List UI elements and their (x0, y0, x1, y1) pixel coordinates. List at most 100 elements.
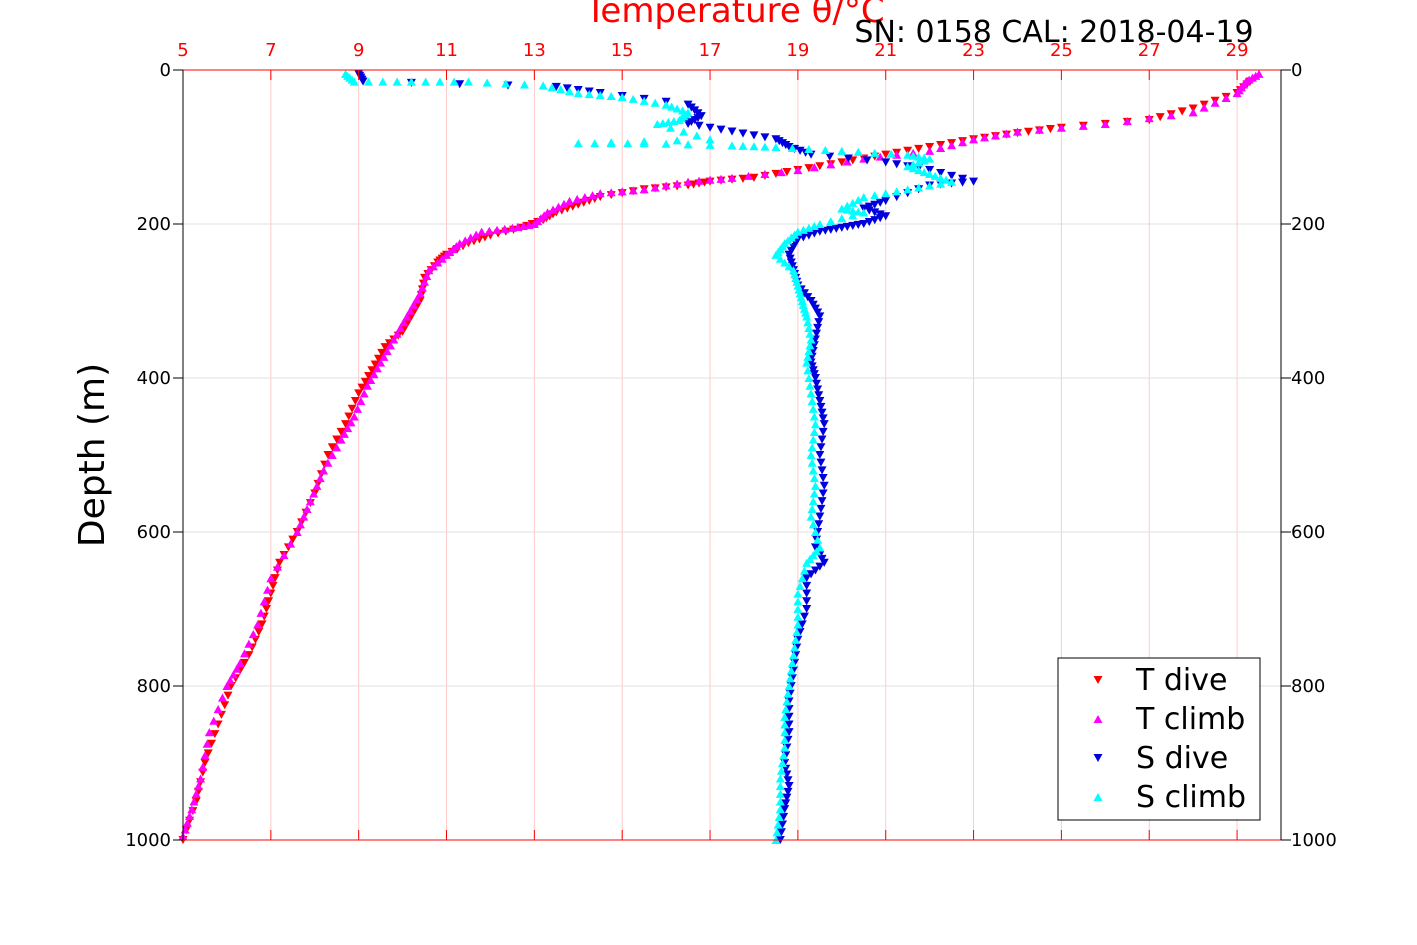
legend-marker (1093, 792, 1103, 802)
data-point (802, 604, 812, 614)
data-point (785, 674, 795, 683)
data-point (239, 649, 249, 658)
data-point (793, 166, 803, 175)
data-point (349, 412, 359, 421)
data-point (406, 77, 416, 86)
data-point (666, 123, 676, 132)
data-point (782, 793, 792, 802)
data-point (738, 141, 748, 150)
data-point (914, 158, 924, 167)
data-point (264, 597, 274, 606)
data-point (799, 612, 809, 621)
data-point (588, 191, 598, 200)
data-point (749, 173, 759, 182)
y-tick-label-right: 1000 (1291, 830, 1337, 851)
data-point (817, 466, 827, 475)
data-point (674, 116, 684, 125)
legend-label: T dive (1135, 663, 1227, 698)
data-point (358, 77, 368, 86)
data-point (590, 139, 600, 148)
data-point (808, 404, 818, 413)
data-point (350, 397, 360, 406)
data-point (781, 705, 791, 714)
data-point (1188, 108, 1198, 117)
data-point (816, 402, 826, 411)
data-point (669, 116, 679, 126)
data-point (606, 91, 616, 101)
data-point (1177, 107, 1187, 116)
data-point (455, 80, 465, 89)
data-point (837, 146, 847, 155)
data-point (617, 187, 627, 196)
data-point (775, 774, 785, 783)
data-point (595, 189, 605, 198)
data-point (947, 177, 957, 186)
data-point (220, 701, 230, 710)
data-point (193, 782, 203, 791)
data-point (788, 651, 798, 660)
data-point (818, 427, 828, 436)
data-point (908, 151, 918, 160)
data-point (210, 730, 220, 739)
data-point (810, 420, 820, 429)
data-point (936, 173, 946, 182)
data-point (802, 574, 812, 583)
x-tick-label: 23 (962, 40, 985, 61)
legend-marker (1093, 714, 1103, 724)
data-point (679, 127, 689, 136)
data-point (225, 676, 235, 685)
data-point (667, 102, 677, 111)
data-point (466, 233, 476, 242)
chart-title: Temperature θ/°C (584, 0, 884, 31)
data-point (341, 420, 351, 429)
data-point (1122, 116, 1132, 126)
data-point (309, 489, 319, 498)
data-point (793, 597, 803, 606)
data-point (392, 77, 402, 86)
data-point (272, 562, 282, 571)
data-point (780, 712, 790, 721)
data-point (572, 194, 582, 204)
data-point (792, 628, 802, 637)
data-point (347, 404, 357, 413)
data-point (805, 329, 815, 338)
data-point (357, 383, 367, 392)
data-point (1045, 125, 1055, 134)
data-point (797, 620, 807, 629)
data-point (299, 512, 309, 521)
data-point (903, 150, 913, 159)
data-point (775, 789, 785, 798)
data-point (182, 818, 192, 827)
data-point (286, 539, 296, 548)
data-point (806, 570, 816, 579)
data-point (606, 139, 616, 148)
data-point (386, 341, 396, 350)
data-point (925, 169, 935, 178)
data-point (776, 766, 786, 775)
data-point (421, 77, 431, 86)
data-point (207, 739, 217, 748)
data-point (809, 221, 819, 230)
data-point (837, 158, 847, 167)
data-point (947, 171, 957, 180)
data-point (947, 141, 957, 150)
data-point (661, 139, 671, 148)
data-point (639, 185, 649, 194)
data-point (815, 162, 825, 171)
data-point (783, 787, 793, 796)
data-point (370, 360, 380, 369)
data-point (364, 372, 374, 381)
data-point (772, 828, 782, 837)
data-point (395, 323, 405, 332)
data-point (554, 202, 564, 211)
data-point (1078, 121, 1088, 130)
data-point (650, 183, 660, 192)
data-point (784, 720, 794, 729)
data-point (843, 154, 853, 163)
data-point (367, 366, 377, 375)
data-point (399, 318, 409, 327)
data-point (779, 812, 789, 821)
data-point (817, 435, 827, 444)
data-point (727, 141, 737, 150)
data-point (749, 131, 759, 140)
